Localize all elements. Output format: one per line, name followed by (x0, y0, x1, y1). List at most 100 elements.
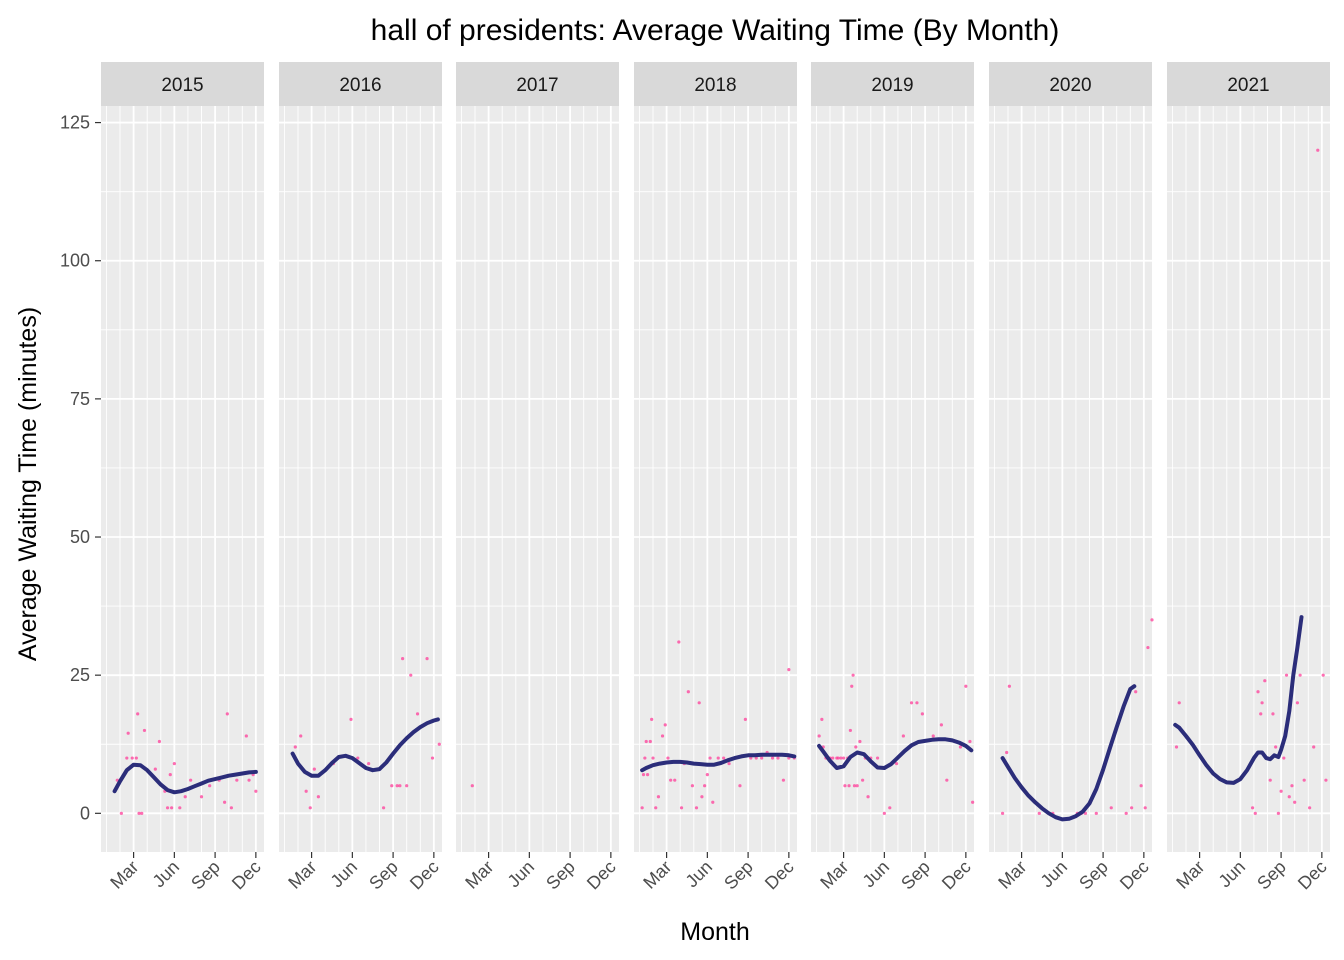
strip-background (989, 62, 1152, 106)
smooth-trend-line (640, 752, 797, 773)
data-point (381, 806, 386, 810)
data-point (854, 745, 858, 749)
data-point (140, 811, 144, 815)
data-point (134, 756, 138, 760)
data-point (1282, 756, 1286, 760)
strip-label: 2021 (1227, 75, 1269, 96)
data-point (1174, 745, 1179, 749)
panel-background (989, 106, 1152, 852)
data-point (244, 734, 248, 738)
strip-background (279, 62, 442, 106)
data-point (367, 761, 371, 766)
data-point (931, 734, 935, 738)
data-point (409, 673, 413, 677)
data-point (939, 723, 944, 727)
data-point (1130, 806, 1134, 810)
panel-background (101, 106, 264, 852)
data-point (882, 811, 886, 815)
chart-title: hall of presidents: Average Waiting Time… (371, 14, 1060, 47)
data-point (293, 745, 297, 749)
data-point (401, 656, 405, 661)
data-point (153, 767, 157, 771)
data-point (850, 684, 854, 688)
smooth-trend-line (112, 762, 258, 795)
data-point (1083, 811, 1088, 815)
data-point (858, 739, 862, 744)
data-point (199, 795, 204, 799)
data-point (229, 806, 233, 810)
data-point (743, 717, 747, 721)
strip-label: 2016 (339, 75, 381, 96)
data-point (1284, 673, 1289, 677)
data-point (640, 806, 644, 810)
y-tick-label: 25 (70, 665, 90, 685)
strip-label: 2020 (1049, 75, 1091, 96)
strip-background (101, 62, 264, 106)
data-point (716, 756, 720, 760)
strip-label: 2015 (161, 75, 203, 96)
data-point (299, 734, 303, 738)
y-axis-title: Average Waiting Time (minutes) (14, 307, 42, 661)
data-point (722, 756, 726, 760)
data-point (1293, 800, 1297, 804)
data-point (643, 756, 647, 760)
data-point (958, 745, 963, 749)
y-tick-label: 50 (70, 527, 90, 547)
data-point (398, 784, 402, 788)
data-point (165, 806, 170, 810)
smooth-trend-line (817, 737, 974, 770)
data-point (1279, 789, 1283, 793)
data-point (308, 806, 312, 810)
data-point (690, 784, 695, 788)
data-point (168, 773, 172, 777)
y-tick-label: 0 (80, 803, 90, 823)
smooth-trend-line (1000, 684, 1137, 822)
data-point (142, 728, 147, 733)
data-point (1302, 778, 1306, 782)
data-point (183, 795, 187, 799)
data-point (656, 795, 661, 799)
data-point (349, 717, 353, 721)
data-point (1298, 673, 1302, 677)
data-point (1150, 618, 1154, 622)
data-point (1000, 811, 1005, 815)
strip-background (456, 62, 619, 106)
data-point (1295, 701, 1299, 705)
strip-background (1167, 62, 1330, 106)
data-point (1321, 673, 1325, 677)
data-point (915, 701, 919, 705)
data-point (223, 800, 227, 804)
data-point (852, 784, 857, 788)
data-point (686, 690, 690, 694)
data-point (920, 712, 924, 716)
data-point (851, 673, 855, 677)
data-point (1134, 690, 1138, 694)
data-point (1274, 745, 1278, 749)
data-point (781, 778, 786, 782)
data-point (390, 784, 394, 788)
data-point (703, 784, 707, 788)
strip-label: 2019 (871, 75, 913, 96)
data-point (669, 778, 673, 782)
data-point (971, 800, 975, 804)
data-point (964, 684, 968, 688)
data-point (645, 773, 650, 777)
data-point (673, 778, 677, 782)
data-point (648, 739, 652, 744)
data-point (700, 795, 704, 799)
data-point (770, 756, 775, 760)
data-point (1259, 712, 1263, 716)
data-point (356, 756, 360, 760)
data-point (304, 789, 308, 793)
data-point (909, 701, 914, 705)
data-point (650, 717, 654, 721)
data-point (119, 811, 123, 815)
panel-background (811, 106, 974, 852)
data-point (708, 756, 712, 760)
data-point (945, 778, 949, 782)
data-point (425, 656, 429, 661)
